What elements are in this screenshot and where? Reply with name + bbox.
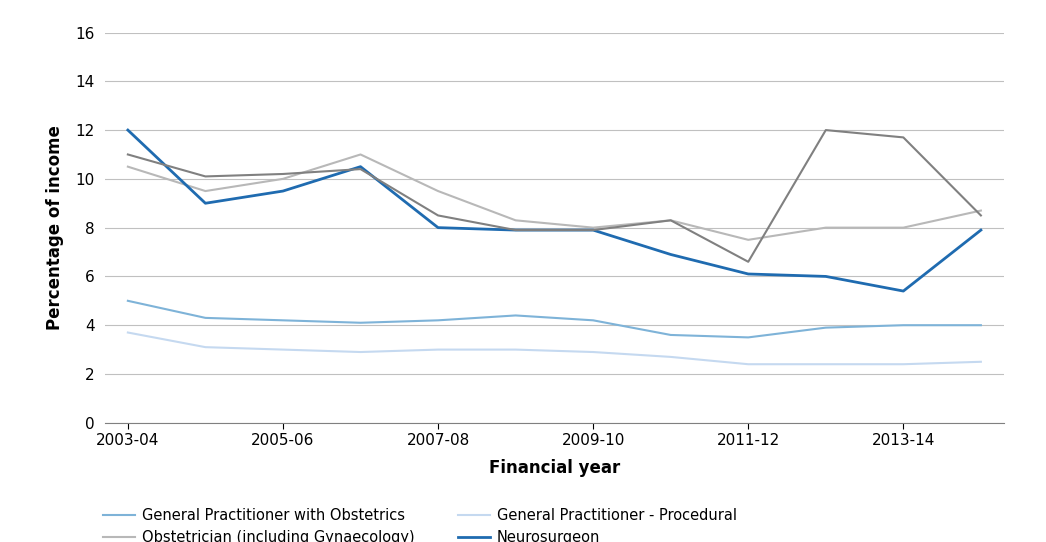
Obstetrician (including Gynaecology)	[742, 237, 754, 243]
Neurosurgeon	[664, 251, 677, 258]
General Practitioner - Procedural	[509, 346, 522, 353]
All other specialties, weighted average	[277, 171, 290, 177]
All other specialties, weighted average	[432, 212, 445, 219]
General Practitioner - Procedural	[587, 349, 599, 356]
Neurosurgeon	[199, 200, 211, 207]
Neurosurgeon	[742, 271, 754, 278]
General Practitioner - Procedural	[897, 361, 910, 367]
General Practitioner with Obstetrics	[355, 320, 367, 326]
Neurosurgeon	[975, 227, 987, 233]
Obstetrician (including Gynaecology)	[587, 224, 599, 231]
General Practitioner with Obstetrics	[587, 317, 599, 324]
Obstetrician (including Gynaecology)	[975, 208, 987, 214]
Legend: General Practitioner with Obstetrics, Obstetrician (including Gynaecology), All : General Practitioner with Obstetrics, Ob…	[103, 508, 737, 542]
Line: General Practitioner with Obstetrics: General Practitioner with Obstetrics	[128, 301, 981, 337]
All other specialties, weighted average	[664, 217, 677, 224]
Neurosurgeon	[509, 227, 522, 233]
Obstetrician (including Gynaecology)	[509, 217, 522, 224]
All other specialties, weighted average	[355, 166, 367, 172]
Y-axis label: Percentage of income: Percentage of income	[46, 125, 65, 330]
Obstetrician (including Gynaecology)	[121, 164, 134, 170]
General Practitioner with Obstetrics	[897, 322, 910, 328]
Neurosurgeon	[277, 188, 290, 195]
General Practitioner - Procedural	[975, 359, 987, 365]
Neurosurgeon	[432, 224, 445, 231]
All other specialties, weighted average	[819, 127, 832, 133]
General Practitioner - Procedural	[664, 354, 677, 360]
Line: General Practitioner - Procedural: General Practitioner - Procedural	[128, 332, 981, 364]
Neurosurgeon	[121, 127, 134, 133]
General Practitioner with Obstetrics	[277, 317, 290, 324]
Line: Neurosurgeon: Neurosurgeon	[128, 130, 981, 291]
All other specialties, weighted average	[975, 212, 987, 219]
X-axis label: Financial year: Financial year	[488, 459, 620, 478]
General Practitioner - Procedural	[355, 349, 367, 356]
All other specialties, weighted average	[199, 173, 211, 180]
General Practitioner - Procedural	[121, 329, 134, 335]
General Practitioner with Obstetrics	[199, 314, 211, 321]
Neurosurgeon	[897, 288, 910, 294]
Neurosurgeon	[819, 273, 832, 280]
Obstetrician (including Gynaecology)	[819, 224, 832, 231]
General Practitioner with Obstetrics	[121, 298, 134, 304]
General Practitioner with Obstetrics	[819, 324, 832, 331]
General Practitioner - Procedural	[742, 361, 754, 367]
Obstetrician (including Gynaecology)	[897, 224, 910, 231]
All other specialties, weighted average	[121, 151, 134, 158]
All other specialties, weighted average	[897, 134, 910, 141]
Neurosurgeon	[355, 164, 367, 170]
General Practitioner with Obstetrics	[432, 317, 445, 324]
Obstetrician (including Gynaecology)	[664, 217, 677, 224]
General Practitioner with Obstetrics	[664, 332, 677, 338]
Line: Obstetrician (including Gynaecology): Obstetrician (including Gynaecology)	[128, 154, 981, 240]
General Practitioner with Obstetrics	[742, 334, 754, 341]
Obstetrician (including Gynaecology)	[432, 188, 445, 195]
Neurosurgeon	[587, 227, 599, 233]
General Practitioner - Procedural	[199, 344, 211, 351]
All other specialties, weighted average	[509, 227, 522, 233]
General Practitioner - Procedural	[819, 361, 832, 367]
Obstetrician (including Gynaecology)	[277, 176, 290, 182]
Line: All other specialties, weighted average: All other specialties, weighted average	[128, 130, 981, 262]
General Practitioner - Procedural	[432, 346, 445, 353]
All other specialties, weighted average	[587, 227, 599, 233]
General Practitioner with Obstetrics	[509, 312, 522, 319]
General Practitioner with Obstetrics	[975, 322, 987, 328]
General Practitioner - Procedural	[277, 346, 290, 353]
Obstetrician (including Gynaecology)	[355, 151, 367, 158]
Obstetrician (including Gynaecology)	[199, 188, 211, 195]
All other specialties, weighted average	[742, 259, 754, 265]
